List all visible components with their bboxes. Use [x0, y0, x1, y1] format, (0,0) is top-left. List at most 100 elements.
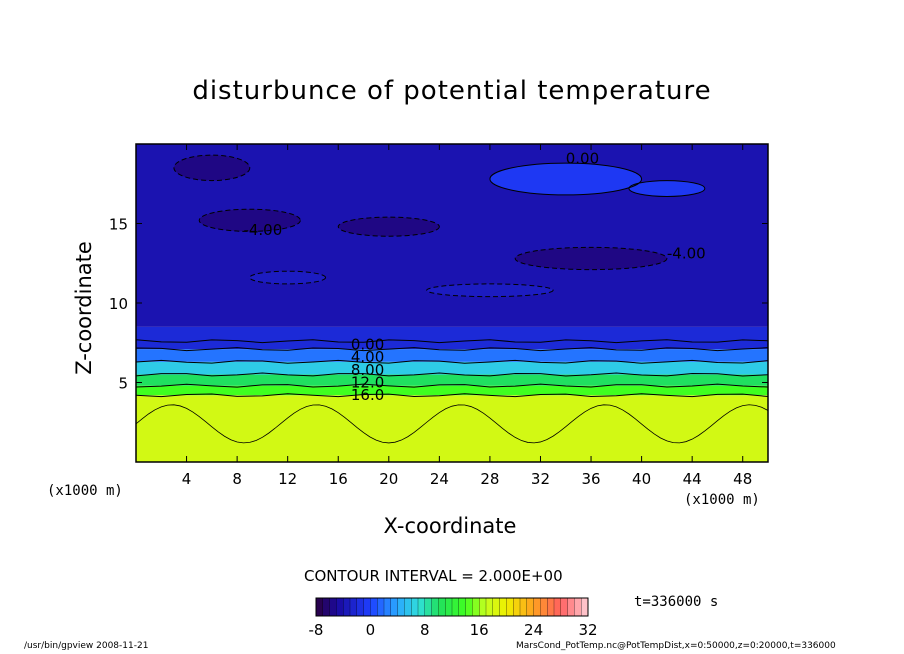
- contour-blob-5: [249, 270, 327, 285]
- colorbar-cell-1: [322, 597, 331, 617]
- contour-line-lower: [136, 404, 768, 444]
- colorbar-cell-23: [472, 597, 480, 617]
- colorbar-cell-9: [377, 597, 385, 617]
- contour-line-0: [136, 393, 768, 398]
- contour-label-7: 16.0: [351, 386, 384, 404]
- field-band-5: [136, 326, 768, 350]
- colorbar-cell-7: [363, 597, 371, 617]
- field-blob-4: [628, 180, 705, 197]
- x-tick-label-9: 40: [632, 470, 651, 488]
- contour-line-4: [136, 347, 768, 352]
- colorbar-cell-25: [485, 597, 494, 617]
- colorbar-cell-17: [431, 597, 439, 617]
- colorbar-cell-28: [506, 597, 514, 617]
- y-axis: 5 10 15: [109, 216, 768, 393]
- colorbar-cell-16: [424, 597, 433, 617]
- field-blob-3: [489, 163, 642, 195]
- colorbar-cell-22: [465, 597, 473, 617]
- x-axis: 4 8 12 16 20 24 28 32 36 40 44 48: [182, 144, 752, 488]
- colorbar-cell-4: [343, 597, 351, 617]
- time-label: t=336000 s: [634, 594, 719, 610]
- x-tick-label-1: 8: [232, 470, 242, 488]
- colorbar-cell-38: [574, 597, 582, 617]
- contour-line-2: [136, 372, 768, 377]
- colorbar-cell-2: [329, 597, 337, 617]
- field-band-2: [136, 374, 768, 386]
- colorbar-cell-32: [533, 597, 541, 617]
- x-tick-label-0: 4: [182, 470, 192, 488]
- colorbar-tick-label-5: 32: [578, 621, 597, 639]
- contour-label-4: 4.00: [351, 348, 384, 366]
- field-blob-0: [173, 155, 250, 181]
- x-tick-label-5: 24: [430, 470, 449, 488]
- colorbar-cell-39: [581, 597, 589, 617]
- contour-label-3: 0.00: [351, 335, 384, 353]
- contour-blob-2: [514, 246, 668, 271]
- colorbar-tick-label-3: 16: [470, 621, 489, 639]
- footer-source: MarsCond_PotTemp.nc@PotTempDist,x=0:5000…: [516, 641, 836, 651]
- contour-blob-0: [173, 154, 251, 182]
- colorbar-cell-19: [445, 597, 453, 617]
- colorbar-cell-34: [547, 597, 555, 617]
- colorbar-cell-10: [383, 597, 392, 617]
- field-blob-7: [199, 209, 301, 232]
- field-band-0: [136, 395, 768, 462]
- contour-line-3: [136, 359, 768, 364]
- colorbar-tick-label-4: 24: [524, 621, 543, 639]
- contour-blob-1: [337, 216, 440, 237]
- x-tick-label-3: 16: [329, 470, 348, 488]
- contour-label-0: 0.00: [566, 149, 599, 167]
- colorbar-cell-33: [540, 597, 548, 617]
- colorbar-tick-label-1: 0: [366, 621, 376, 639]
- x-tick-label-7: 32: [531, 470, 550, 488]
- field-blob-5: [249, 271, 326, 284]
- colorbar-cell-30: [519, 597, 528, 617]
- contour-blob-3: [489, 162, 643, 196]
- contour-blob-6: [426, 283, 554, 298]
- colorbar-cell-5: [349, 597, 358, 617]
- colorbar-cell-36: [560, 597, 569, 617]
- y-tick-label-0: 5: [118, 375, 128, 393]
- field-band-4: [136, 349, 768, 362]
- contour-interval-text: CONTOUR INTERVAL = 2.000E+00: [304, 567, 563, 585]
- colorbar-cell-14: [411, 597, 419, 617]
- contour-line-1: [136, 383, 768, 388]
- field-blob-1: [338, 217, 440, 237]
- colorbar-tick-label-0: -8: [309, 621, 324, 639]
- contour-lines: [136, 154, 768, 444]
- colorbar-cell-0: [315, 597, 324, 617]
- x-tick-label-11: 48: [733, 470, 752, 488]
- colorbar-cell-24: [479, 597, 487, 617]
- heatmap-field: [136, 144, 768, 462]
- y-tick-label-1: 10: [109, 295, 128, 313]
- field-blob-6: [426, 283, 554, 297]
- colorbar-cell-12: [397, 597, 405, 617]
- colorbar: -8 0 8 16 24 32: [309, 597, 598, 639]
- contour-blob-7: [198, 208, 301, 232]
- x-unit-label-left: (x1000 m): [47, 483, 123, 499]
- x-tick-label-8: 36: [581, 470, 600, 488]
- field-blob-2: [515, 247, 667, 270]
- colorbar-cell-21: [458, 597, 467, 617]
- colorbar-tick-label-2: 8: [420, 621, 430, 639]
- colorbar-cell-35: [553, 597, 562, 617]
- x-tick-label-10: 44: [683, 470, 702, 488]
- field-band-1: [136, 385, 768, 396]
- colorbar-cell-18: [438, 597, 446, 617]
- footer-command: /usr/bin/gpview 2008-11-21: [24, 641, 149, 651]
- colorbar-cell-20: [451, 597, 460, 617]
- contour-blob-4: [628, 180, 706, 197]
- colorbar-cell-6: [356, 597, 365, 617]
- contour-label-6: 12.0: [351, 374, 384, 392]
- y-axis-label: Z-coordinate: [72, 241, 96, 375]
- contour-line-5: [136, 339, 768, 344]
- colorbar-cell-27: [499, 597, 507, 617]
- colorbar-cell-15: [417, 597, 426, 617]
- colorbar-cell-8: [370, 597, 378, 617]
- colorbar-cell-29: [513, 597, 521, 617]
- x-tick-label-2: 12: [278, 470, 297, 488]
- colorbar-cell-37: [567, 597, 575, 617]
- contour-label-5: 8.00: [351, 361, 384, 379]
